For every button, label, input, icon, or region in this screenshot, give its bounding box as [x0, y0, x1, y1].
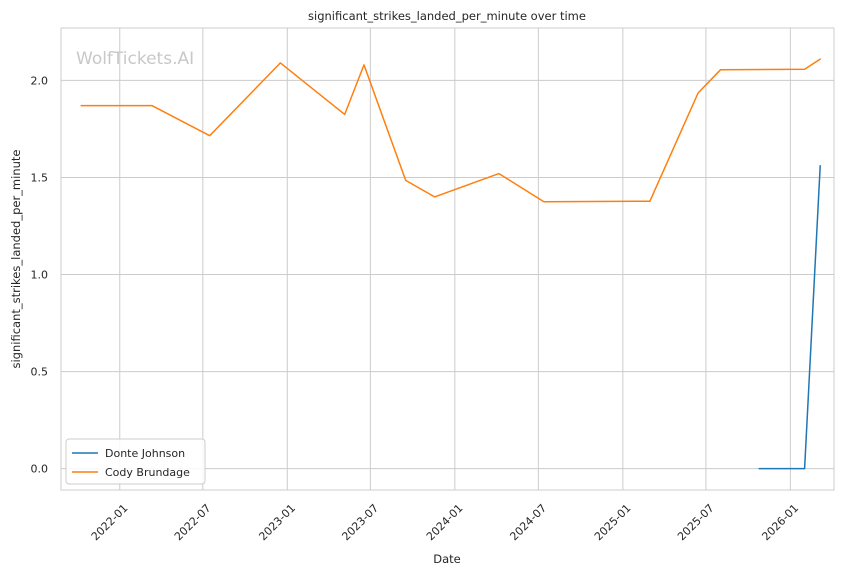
legend-label-donte-johnson: Donte Johnson [105, 447, 185, 460]
legend: Donte Johnson Cody Brundage [65, 438, 206, 485]
y-tick-label: 1.5 [31, 171, 49, 184]
series-line-donte-johnson [758, 165, 821, 470]
y-tick-labels: 0.0 0.5 1.0 1.5 2.0 [31, 74, 49, 475]
y-tick-label: 0.5 [31, 366, 49, 379]
chart-title: significant_strikes_landed_per_minute ov… [308, 9, 586, 23]
plot-frame [60, 27, 835, 491]
series-line-cody-brundage [80, 58, 821, 203]
y-tick-label: 0.0 [31, 463, 49, 476]
watermark: WolfTickets.AI [76, 49, 194, 69]
y-axis-label: significant_strikes_landed_per_minute [9, 150, 23, 369]
x-axis-label: Date [433, 552, 461, 566]
legend-label-cody-brundage: Cody Brundage [105, 466, 190, 479]
y-tick-label: 2.0 [31, 74, 49, 87]
series-layer [80, 58, 821, 470]
legend-box [65, 438, 206, 485]
y-tick-label: 1.0 [31, 269, 49, 282]
grid-lines [61, 28, 834, 490]
